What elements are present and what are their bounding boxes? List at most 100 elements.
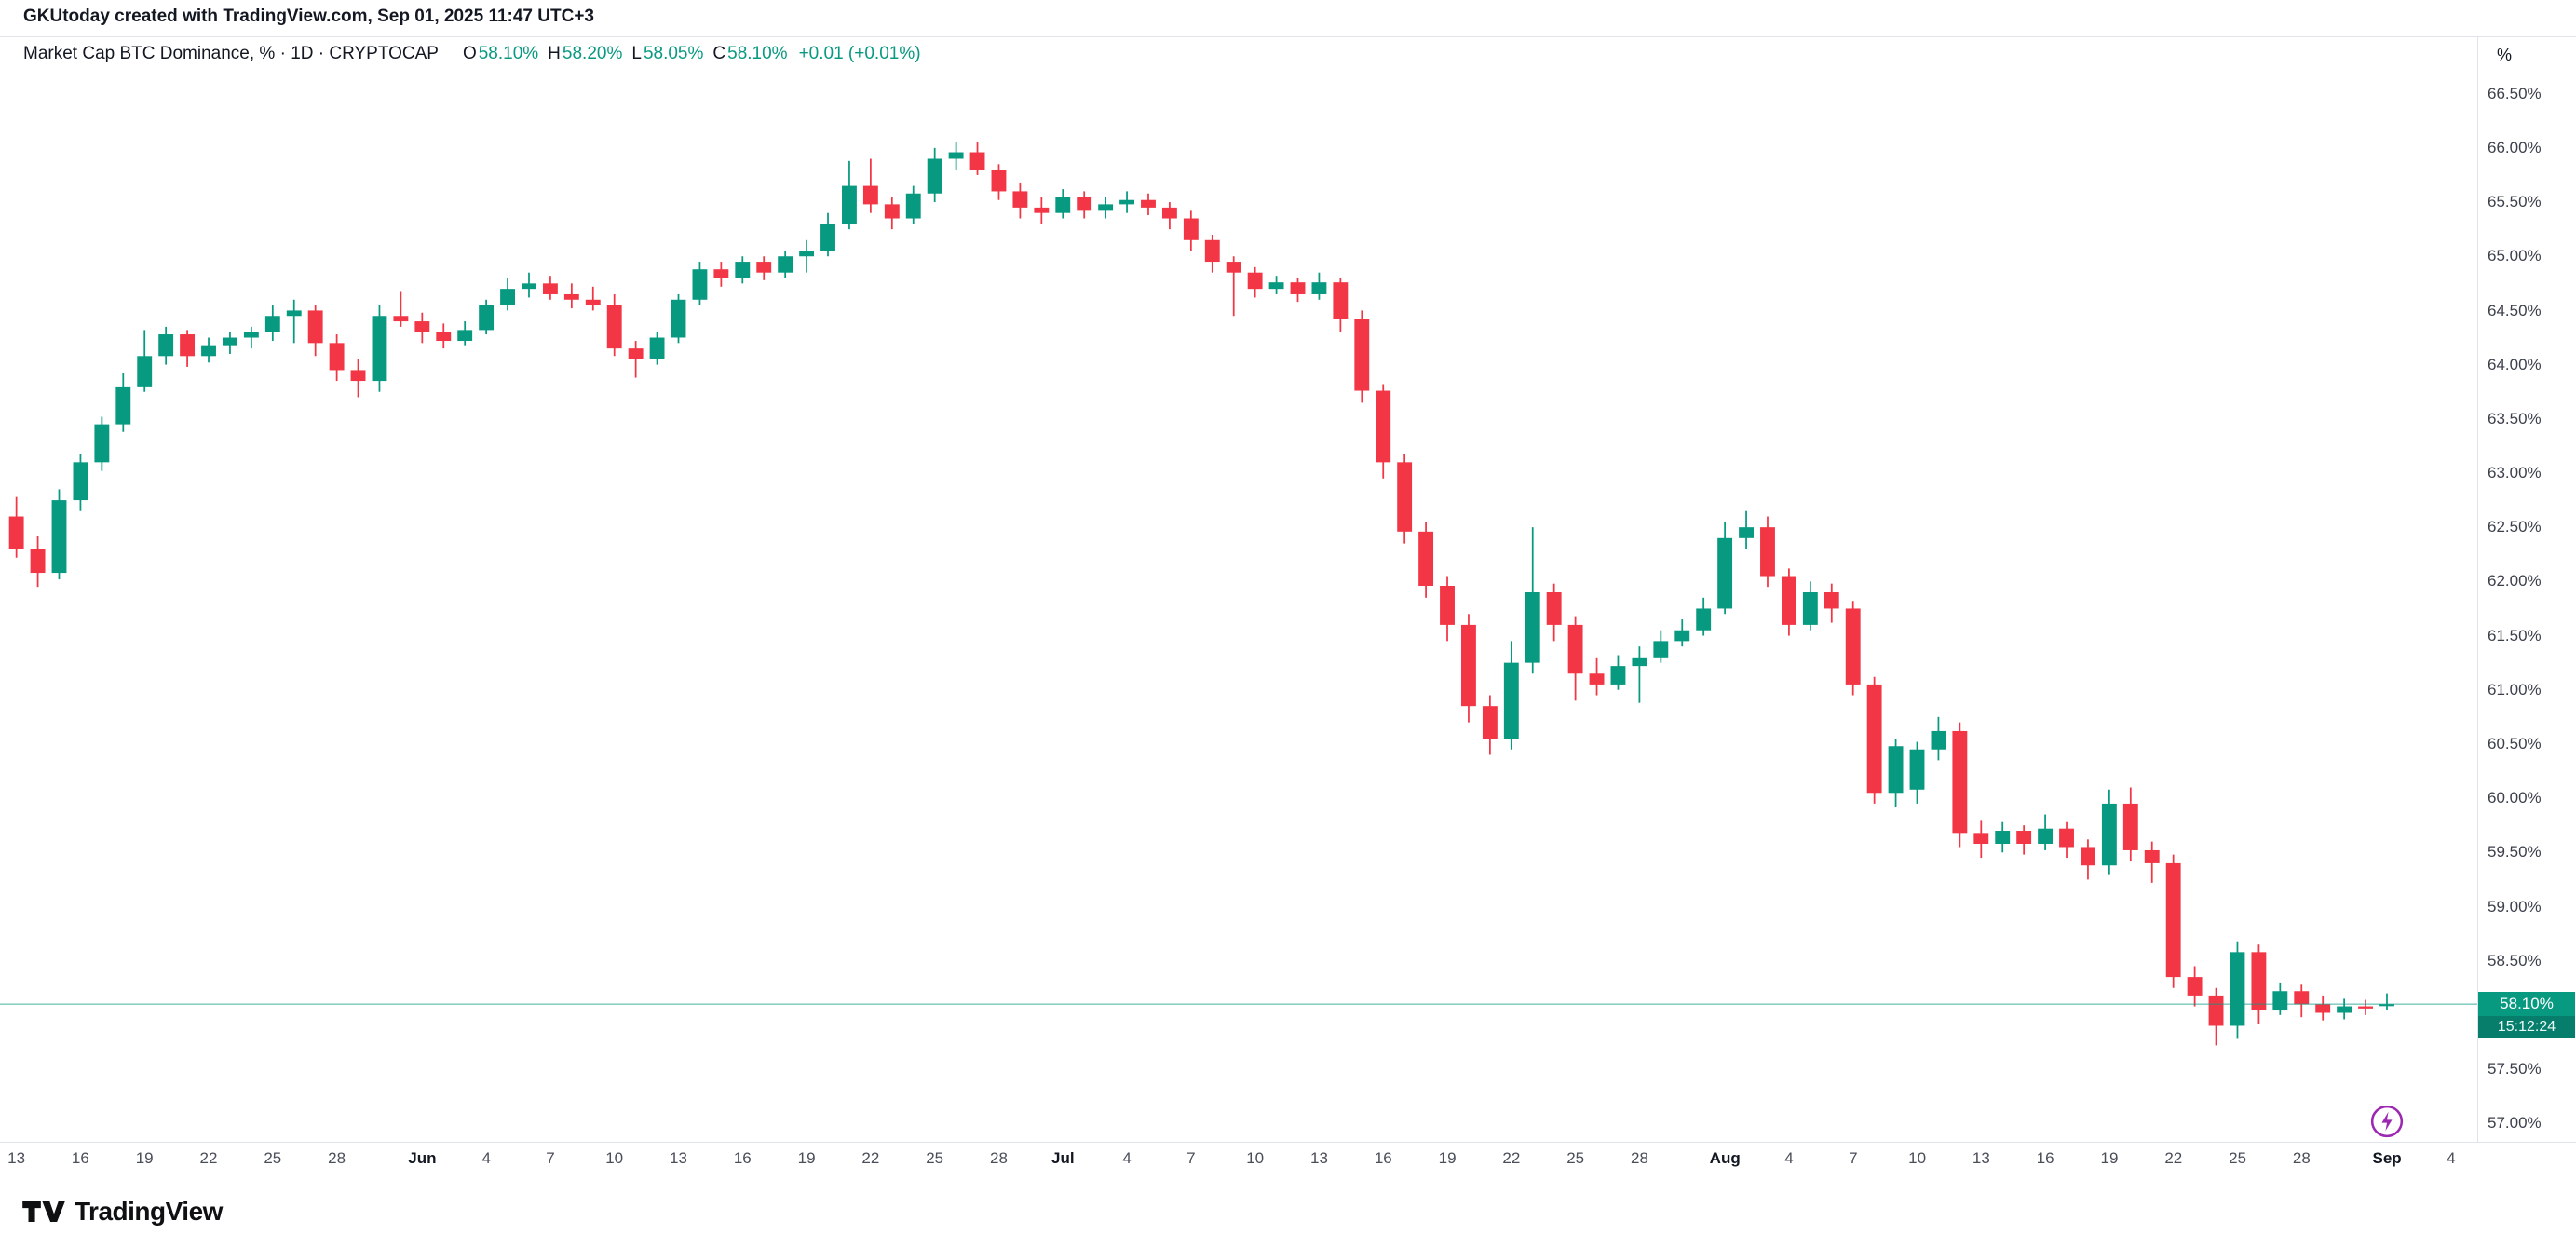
candle-body (1632, 657, 1647, 667)
time-axis-label: 4 (1784, 1149, 1794, 1167)
candle-body (1525, 591, 1540, 663)
time-axis-label: 19 (797, 1149, 816, 1167)
price-scale-label: 59.50% (2488, 843, 2542, 861)
time-axis-label: 10 (605, 1149, 624, 1167)
candle-body (756, 262, 772, 273)
candle-body (393, 316, 409, 322)
candle-body (799, 251, 815, 257)
candle-body (1397, 462, 1413, 532)
price-scale-label: 66.00% (2488, 138, 2542, 156)
candle-body (2144, 849, 2160, 863)
candle-body (1204, 239, 1220, 263)
candle-body (1141, 199, 1156, 208)
candle-body (606, 305, 622, 349)
candle-body (1674, 630, 1690, 642)
time-axis-label: 22 (199, 1149, 218, 1167)
candle-body (1012, 191, 1028, 208)
candle-body (2251, 952, 2267, 1011)
candle-body (862, 185, 878, 205)
time-axis-label: 10 (1908, 1149, 1927, 1167)
time-axis-label: 25 (926, 1149, 944, 1167)
symbol-title[interactable]: Market Cap BTC Dominance, % · 1D · CRYPT… (23, 44, 439, 63)
candle-body (628, 348, 644, 359)
candle-body (307, 310, 323, 344)
candle-body (1696, 608, 1712, 631)
candle-body (1781, 576, 1796, 625)
candle-body (1183, 218, 1199, 240)
tradingview-logo[interactable]: TradingView (22, 1197, 223, 1227)
candle-body (778, 256, 793, 273)
candle-body (1268, 282, 1284, 290)
candle-body (94, 424, 110, 463)
candle-body (1909, 749, 1925, 790)
candle-body (820, 224, 835, 251)
candle-body (1973, 833, 1989, 844)
chart-pane[interactable] (0, 36, 2477, 1142)
candle-body (1610, 666, 1626, 685)
candle-body (2272, 991, 2288, 1011)
candle-body (713, 269, 729, 278)
low-value: 58.05% (643, 44, 704, 63)
price-scale-unit: % (2497, 46, 2513, 64)
candle-body (1739, 527, 1754, 538)
candle-body (1824, 591, 1839, 609)
candle-body (1589, 673, 1605, 685)
candlestick-chart[interactable] (0, 36, 2477, 1142)
candle-body (1333, 282, 1349, 319)
candle-body (1119, 199, 1134, 205)
candle-body (1077, 197, 1092, 211)
price-scale-label: 57.50% (2488, 1060, 2542, 1078)
pane-top-border (0, 36, 2576, 37)
time-axis-month-label: Sep (2372, 1149, 2402, 1167)
time-axis-label: 7 (1186, 1149, 1196, 1167)
price-scale[interactable]: % 66.50% 66.00% 65.50% 65.00% 64.50% 64.00% 63… (2478, 36, 2576, 1142)
high-value: 58.20% (562, 44, 623, 63)
candle-body (1226, 262, 1241, 273)
candle-body (201, 345, 216, 357)
price-scale-label: 62.50% (2488, 518, 2542, 536)
candle-body (969, 152, 985, 170)
candle-body (671, 299, 686, 338)
candle-body (115, 386, 131, 425)
candle-body (30, 549, 46, 574)
candle-body (522, 283, 536, 290)
time-axis-label: 13 (7, 1149, 26, 1167)
candle-body (1653, 641, 1669, 658)
flash-icon[interactable] (2369, 1104, 2405, 1139)
candle-body (1440, 586, 1455, 625)
candle-body (2379, 1004, 2394, 1007)
candle-body (286, 310, 302, 317)
time-axis-label: 16 (2036, 1149, 2054, 1167)
candle-body (649, 337, 665, 359)
price-scale-label: 63.50% (2488, 409, 2542, 427)
candle-body (2101, 803, 2117, 866)
candle-body (180, 334, 196, 357)
candle-body (1866, 684, 1882, 794)
time-axis-label: 22 (1502, 1149, 1521, 1167)
candle-body (243, 332, 259, 338)
time-axis[interactable]: 13 16 19 22 25 28 Jun 4 7 10 13 16 19 22 25 28 Jul 4 7 10 13… (0, 1143, 2576, 1184)
candle-body (1717, 537, 1733, 609)
time-axis-label: 28 (1631, 1149, 1648, 1167)
candle-body (2315, 1004, 2331, 1013)
candle-body (2165, 862, 2181, 978)
time-axis-label: 28 (990, 1149, 1008, 1167)
time-axis-label: 4 (1122, 1149, 1132, 1167)
candle-body (457, 330, 473, 342)
candle-body (329, 343, 345, 371)
candle-body (1760, 527, 1775, 577)
time-axis-label: 13 (1310, 1149, 1328, 1167)
candle-body (1845, 608, 1861, 685)
candle-body (2016, 831, 2032, 844)
time-axis-label: 16 (71, 1149, 89, 1167)
time-axis-label: 10 (1246, 1149, 1265, 1167)
price-scale-label: 60.50% (2488, 735, 2542, 753)
close-value: 58.10% (727, 44, 788, 63)
candle-body (991, 170, 1007, 192)
time-axis-label: 13 (670, 1149, 687, 1167)
candle-body (73, 462, 88, 501)
candle-body (1995, 831, 2011, 844)
price-scale-label: 58.50% (2488, 951, 2542, 970)
candle-body (1354, 319, 1370, 391)
price-scale-label: 65.50% (2488, 193, 2542, 211)
